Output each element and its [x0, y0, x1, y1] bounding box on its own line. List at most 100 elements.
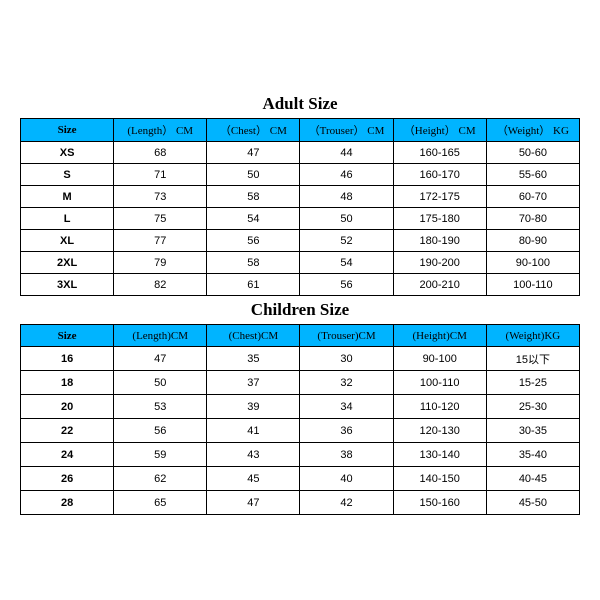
- size-chart-container: Adult Size Size (Length） CM （Chest） CM （…: [20, 90, 580, 515]
- table-cell: 70-80: [486, 208, 579, 230]
- table-cell: 200-210: [393, 274, 486, 296]
- table-cell: 61: [207, 274, 300, 296]
- table-cell: M: [21, 186, 114, 208]
- children-size-table: Size (Length)CM (Chest)CM (Trouser)CM (H…: [20, 324, 580, 515]
- table-cell: 24: [21, 443, 114, 467]
- table-cell: 140-150: [393, 467, 486, 491]
- table-cell: 53: [114, 395, 207, 419]
- table-cell: 172-175: [393, 186, 486, 208]
- table-cell: 79: [114, 252, 207, 274]
- table-cell: 35: [207, 347, 300, 371]
- table-row: 3XL826156200-210100-110: [21, 274, 580, 296]
- table-cell: 16: [21, 347, 114, 371]
- table-header-row: Size (Length)CM (Chest)CM (Trouser)CM (H…: [21, 325, 580, 347]
- table-cell: 54: [300, 252, 393, 274]
- col-weight: (Weight)KG: [486, 325, 579, 347]
- table-cell: XS: [21, 142, 114, 164]
- table-cell: 50: [207, 164, 300, 186]
- table-cell: 55-60: [486, 164, 579, 186]
- table-cell: 30: [300, 347, 393, 371]
- table-cell: 45-50: [486, 491, 579, 515]
- table-cell: 48: [300, 186, 393, 208]
- table-row: XS684744160-16550-60: [21, 142, 580, 164]
- adult-title: Adult Size: [20, 90, 580, 118]
- table-cell: 54: [207, 208, 300, 230]
- table-cell: 44: [300, 142, 393, 164]
- table-cell: 58: [207, 186, 300, 208]
- col-length: (Length） CM: [114, 119, 207, 142]
- table-cell: S: [21, 164, 114, 186]
- table-cell: 47: [207, 491, 300, 515]
- table-row: 22564136120-13030-35: [21, 419, 580, 443]
- table-cell: 75: [114, 208, 207, 230]
- table-cell: 175-180: [393, 208, 486, 230]
- table-cell: 22: [21, 419, 114, 443]
- table-row: XL775652180-19080-90: [21, 230, 580, 252]
- table-row: M735848172-17560-70: [21, 186, 580, 208]
- table-header-row: Size (Length） CM （Chest） CM （Trouser） CM…: [21, 119, 580, 142]
- col-trouser: (Trouser)CM: [300, 325, 393, 347]
- table-cell: 15以下: [486, 347, 579, 371]
- table-cell: 43: [207, 443, 300, 467]
- table-cell: 50-60: [486, 142, 579, 164]
- table-cell: 150-160: [393, 491, 486, 515]
- table-row: 18503732100-11015-25: [21, 371, 580, 395]
- table-cell: 38: [300, 443, 393, 467]
- table-cell: 50: [300, 208, 393, 230]
- adult-tbody: XS684744160-16550-60S715046160-17055-60M…: [21, 142, 580, 296]
- table-cell: 180-190: [393, 230, 486, 252]
- table-cell: 100-110: [393, 371, 486, 395]
- table-cell: 35-40: [486, 443, 579, 467]
- col-height: (Height)CM: [393, 325, 486, 347]
- table-cell: 42: [300, 491, 393, 515]
- table-cell: 39: [207, 395, 300, 419]
- table-cell: 60-70: [486, 186, 579, 208]
- table-cell: XL: [21, 230, 114, 252]
- table-cell: 68: [114, 142, 207, 164]
- table-cell: 90-100: [393, 347, 486, 371]
- table-cell: 90-100: [486, 252, 579, 274]
- table-cell: 100-110: [486, 274, 579, 296]
- table-cell: 46: [300, 164, 393, 186]
- table-cell: 77: [114, 230, 207, 252]
- table-row: 20533934110-12025-30: [21, 395, 580, 419]
- table-cell: 62: [114, 467, 207, 491]
- col-trouser: （Trouser） CM: [300, 119, 393, 142]
- col-chest: (Chest)CM: [207, 325, 300, 347]
- col-height: （Height） CM: [393, 119, 486, 142]
- table-cell: 56: [300, 274, 393, 296]
- table-cell: 25-30: [486, 395, 579, 419]
- table-cell: 47: [114, 347, 207, 371]
- table-cell: 41: [207, 419, 300, 443]
- table-cell: 80-90: [486, 230, 579, 252]
- table-row: 26624540140-15040-45: [21, 467, 580, 491]
- table-cell: 36: [300, 419, 393, 443]
- table-cell: 2XL: [21, 252, 114, 274]
- table-cell: 26: [21, 467, 114, 491]
- table-row: 28654742150-16045-50: [21, 491, 580, 515]
- table-cell: 190-200: [393, 252, 486, 274]
- adult-size-table: Size (Length） CM （Chest） CM （Trouser） CM…: [20, 118, 580, 296]
- table-cell: 50: [114, 371, 207, 395]
- table-cell: 34: [300, 395, 393, 419]
- table-cell: 120-130: [393, 419, 486, 443]
- table-cell: 56: [114, 419, 207, 443]
- table-cell: 160-170: [393, 164, 486, 186]
- table-cell: 28: [21, 491, 114, 515]
- col-size: Size: [21, 325, 114, 347]
- table-cell: 58: [207, 252, 300, 274]
- table-cell: 47: [207, 142, 300, 164]
- table-row: L755450175-18070-80: [21, 208, 580, 230]
- table-cell: 82: [114, 274, 207, 296]
- col-length: (Length)CM: [114, 325, 207, 347]
- table-cell: 18: [21, 371, 114, 395]
- children-tbody: 1647353090-10015以下18503732100-11015-2520…: [21, 347, 580, 515]
- table-row: 2XL795854190-20090-100: [21, 252, 580, 274]
- table-cell: 71: [114, 164, 207, 186]
- table-row: 24594338130-14035-40: [21, 443, 580, 467]
- table-cell: 160-165: [393, 142, 486, 164]
- table-cell: 30-35: [486, 419, 579, 443]
- table-cell: 59: [114, 443, 207, 467]
- table-cell: 20: [21, 395, 114, 419]
- table-cell: 52: [300, 230, 393, 252]
